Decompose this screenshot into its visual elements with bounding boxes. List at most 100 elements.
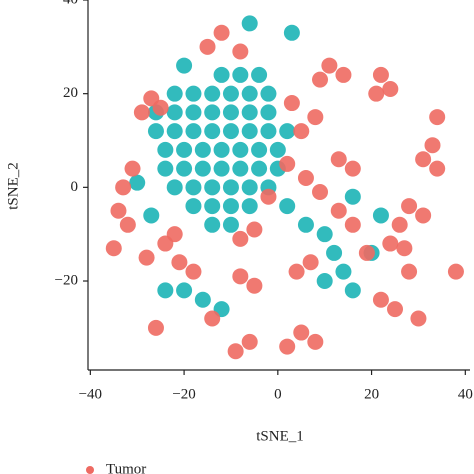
point (194, 160, 211, 177)
point (297, 216, 314, 233)
point (222, 198, 239, 215)
point (194, 141, 211, 158)
point (232, 268, 249, 285)
point (232, 66, 249, 83)
point (105, 240, 122, 257)
point (194, 291, 211, 308)
point (232, 230, 249, 247)
point (312, 71, 329, 88)
point (429, 160, 446, 177)
y-tick-label: 40 (63, 0, 78, 7)
y-axis-label: tSNE_2 (5, 162, 21, 210)
point (335, 263, 352, 280)
point (279, 338, 296, 355)
point (391, 216, 408, 233)
point (185, 179, 202, 196)
point (222, 179, 239, 196)
point (171, 254, 188, 271)
point (213, 66, 230, 83)
x-tick-label: 20 (364, 386, 379, 402)
point (115, 179, 132, 196)
point (410, 310, 427, 327)
point (204, 104, 221, 121)
legend-label: Tumor (106, 461, 146, 474)
x-axis-label: tSNE_1 (256, 428, 304, 444)
point (302, 254, 319, 271)
point (382, 235, 399, 252)
point (227, 343, 244, 360)
x-tick-label: −20 (172, 386, 195, 402)
point (204, 310, 221, 327)
point (213, 160, 230, 177)
point (222, 123, 239, 140)
point (279, 123, 296, 140)
point (372, 291, 389, 308)
point (382, 80, 399, 97)
point (241, 333, 258, 350)
point (185, 263, 202, 280)
point (246, 277, 263, 294)
point (316, 226, 333, 243)
point (185, 123, 202, 140)
point (269, 141, 286, 158)
point (232, 160, 249, 177)
point (358, 244, 375, 261)
point (312, 184, 329, 201)
point (232, 141, 249, 158)
point (185, 104, 202, 121)
point (260, 104, 277, 121)
point (293, 324, 310, 341)
point (251, 66, 268, 83)
point (246, 221, 263, 238)
point (166, 85, 183, 102)
point (143, 207, 160, 224)
point (157, 141, 174, 158)
point (138, 249, 155, 266)
point (401, 198, 418, 215)
point (260, 85, 277, 102)
point (241, 104, 258, 121)
point (166, 123, 183, 140)
point (344, 216, 361, 233)
point (241, 85, 258, 102)
point (326, 244, 343, 261)
point (344, 282, 361, 299)
point (424, 137, 441, 154)
x-tick-label: 0 (274, 386, 282, 402)
point (372, 207, 389, 224)
point (166, 104, 183, 121)
point (344, 160, 361, 177)
point (204, 216, 221, 233)
point (415, 207, 432, 224)
x-tick-label: −40 (79, 386, 102, 402)
point (321, 57, 338, 74)
point (213, 141, 230, 158)
legend-marker (86, 466, 94, 474)
point (157, 160, 174, 177)
point (157, 282, 174, 299)
point (368, 85, 385, 102)
point (279, 155, 296, 172)
point (166, 179, 183, 196)
point (330, 151, 347, 168)
point (204, 85, 221, 102)
point (147, 123, 164, 140)
point (133, 104, 150, 121)
point (316, 273, 333, 290)
point (293, 123, 310, 140)
point (176, 141, 193, 158)
point (372, 66, 389, 83)
point (260, 188, 277, 205)
point (222, 104, 239, 121)
point (251, 141, 268, 158)
point (213, 24, 230, 41)
point (241, 198, 258, 215)
point (241, 123, 258, 140)
point (185, 198, 202, 215)
point (204, 123, 221, 140)
point (330, 202, 347, 219)
point (283, 24, 300, 41)
point (147, 319, 164, 336)
point (241, 15, 258, 32)
